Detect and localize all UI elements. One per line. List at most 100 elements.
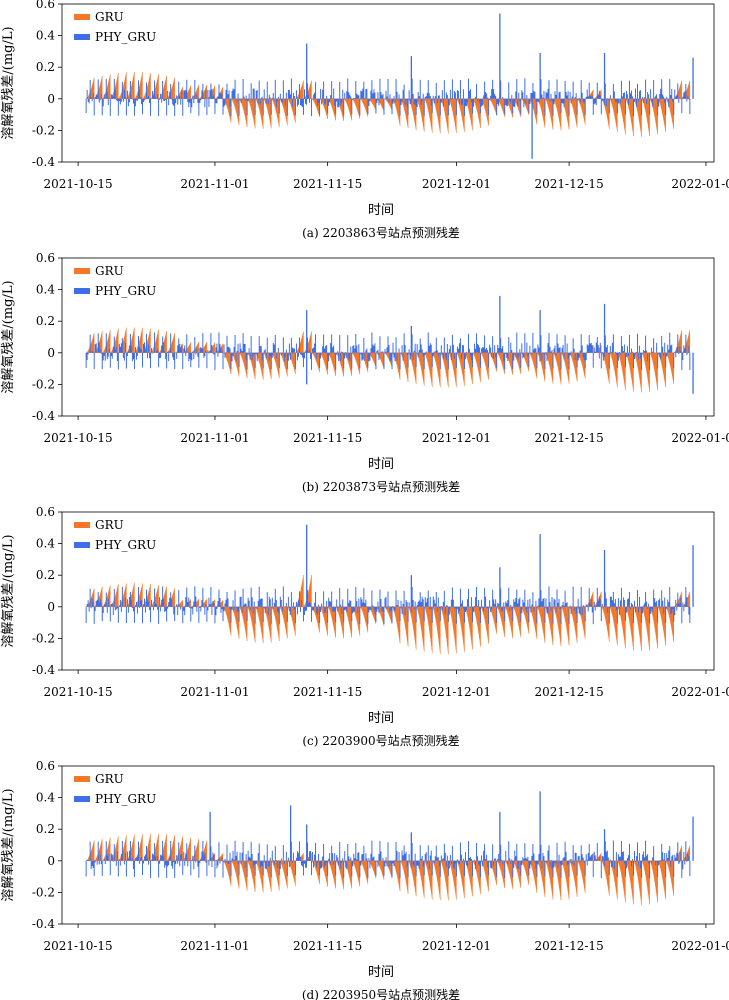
x-tick-label: 2021-12-15 (535, 177, 604, 191)
y-tick-label: -0.4 (32, 155, 56, 169)
y-axis-label: 溶解氧残差/(mg/L) (1, 280, 16, 393)
gru-segment (488, 606, 530, 639)
gru-segment (222, 860, 296, 893)
phy-gru-comb (85, 332, 691, 371)
gru-segment (673, 330, 691, 354)
plot-frame (61, 511, 715, 671)
gru-segment (528, 606, 586, 647)
gru-segment (488, 98, 530, 118)
panel-caption: (b) 2203873号站点预测残差 (302, 480, 460, 494)
y-tick-label: 0 (47, 346, 55, 360)
x-tick-label: 2021-11-15 (293, 431, 362, 445)
x-tick-label: 2021-12-01 (422, 939, 491, 953)
x-axis-label: 时间 (368, 965, 394, 980)
x-tick-label: 2021-12-15 (535, 939, 604, 953)
legend-label-gru: GRU (95, 772, 124, 786)
y-tick-label: 0.4 (36, 29, 55, 43)
legend-swatch-phy-gru (74, 542, 90, 548)
x-tick-label: 2021-11-01 (180, 431, 249, 445)
plot-frame (61, 3, 715, 163)
y-tick-label: 0 (47, 600, 55, 614)
x-tick-label: 2021-11-01 (180, 177, 249, 191)
gru-segment (367, 352, 393, 369)
x-tick-label: 2021-12-01 (422, 431, 491, 445)
phy-gru-comb (85, 840, 691, 879)
gru-segment (600, 860, 674, 906)
gru-segment (367, 98, 393, 112)
legend-label-phy-gru: PHY_GRU (95, 30, 156, 44)
x-tick-label: 2021-12-01 (422, 685, 491, 699)
panel-caption: (a) 2203863号站点预测残差 (302, 226, 460, 240)
gru-segment (488, 860, 530, 890)
chart-panel-3: -0.4 -0.2 0 0.2 0.4 0.6 2021-10-15 2021-11-01 20… (1, 505, 729, 748)
gru-segment (367, 860, 393, 880)
x-axis-label: 时间 (368, 203, 394, 218)
x-tick-label: 2021-10-15 (44, 685, 113, 699)
series-phy-gru (85, 295, 694, 394)
chart-panel-2: -0.4 -0.2 0 0.2 0.4 0.6 2021-10-15 2021-11-01 20… (1, 251, 729, 494)
legend-label-phy-gru: PHY_GRU (95, 538, 156, 552)
gru-segment (206, 852, 224, 862)
legend-swatch-gru (74, 776, 90, 782)
x-tick-label: 2021-12-15 (535, 431, 604, 445)
legend-label-gru: GRU (95, 518, 124, 532)
y-tick-label: -0.2 (32, 377, 55, 391)
y-tick-label: -0.4 (32, 917, 56, 931)
x-tick-label: 2021-11-15 (293, 939, 362, 953)
x-axis-label: 时间 (368, 711, 394, 726)
legend-label-phy-gru: PHY_GRU (95, 284, 156, 298)
y-tick-label: 0.4 (36, 283, 55, 297)
gru-segment (367, 606, 393, 626)
x-tick-label: 2021-12-15 (535, 685, 604, 699)
gru-segment (600, 352, 674, 393)
gru-segment (310, 606, 369, 639)
gru-segment (174, 598, 224, 608)
y-tick-label: 0.2 (36, 60, 55, 74)
x-tick-label: 2021-11-01 (180, 939, 249, 953)
y-tick-label: 0 (47, 854, 55, 868)
y-tick-label: 0.6 (36, 0, 55, 11)
y-axis-label: 溶解氧残差/(mg/L) (1, 788, 16, 901)
y-tick-label: -0.4 (32, 663, 56, 677)
series-phy-gru (85, 524, 694, 625)
legend-label-gru: GRU (95, 264, 124, 278)
series-phy-gru (85, 791, 694, 879)
x-tick-label: 2022-01-01 (671, 431, 729, 445)
gru-segment (528, 860, 586, 901)
chart-panel-4: -0.4 -0.2 0 0.2 0.4 0.6 2021-10-15 2021-11-01 20… (1, 759, 729, 1000)
x-tick-label: 2021-10-15 (44, 431, 113, 445)
legend: GRU PHY_GRU (74, 518, 156, 552)
x-tick-label: 2021-11-15 (293, 177, 362, 191)
gru-segment (600, 98, 674, 137)
y-tick-label: 0.2 (36, 568, 55, 582)
legend: GRU PHY_GRU (74, 10, 156, 44)
gru-segment (528, 352, 586, 385)
y-tick-label: 0.4 (36, 791, 55, 805)
panel-caption: (d) 2203950号站点预测残差 (302, 988, 460, 1000)
y-tick-label: 0.6 (36, 759, 55, 773)
series-gru (85, 574, 691, 655)
legend-swatch-phy-gru (74, 288, 90, 294)
x-axis-label: 时间 (368, 457, 394, 472)
legend-swatch-gru (74, 14, 90, 20)
x-tick-label: 2021-11-01 (180, 685, 249, 699)
gru-segment (222, 352, 296, 380)
series-phy-gru (85, 13, 694, 159)
y-tick-label: 0.2 (36, 822, 55, 836)
gru-segment (310, 352, 369, 377)
plot-frame (61, 765, 715, 925)
y-tick-label: 0.4 (36, 537, 55, 551)
x-tick-label: 2021-12-01 (422, 177, 491, 191)
x-tick-label: 2022-01-01 (671, 685, 729, 699)
y-tick-label: 0.6 (36, 251, 55, 265)
gru-segment (85, 833, 208, 862)
y-tick-label: 0.2 (36, 314, 55, 328)
plot-frame (61, 257, 715, 417)
legend-label-phy-gru: PHY_GRU (95, 792, 156, 806)
gru-segment (600, 606, 674, 652)
legend-swatch-phy-gru (74, 796, 90, 802)
legend: GRU PHY_GRU (74, 264, 156, 298)
legend: GRU PHY_GRU (74, 772, 156, 806)
legend-swatch-gru (74, 268, 90, 274)
